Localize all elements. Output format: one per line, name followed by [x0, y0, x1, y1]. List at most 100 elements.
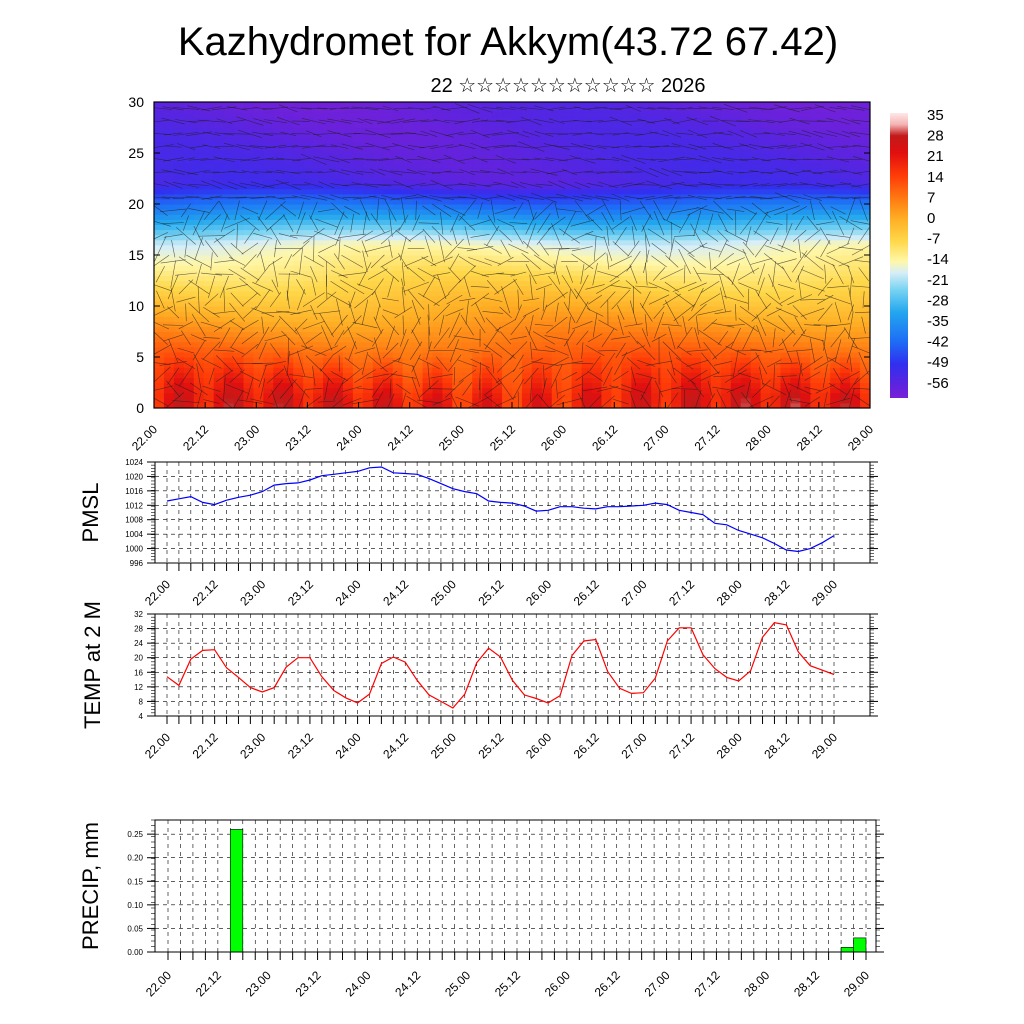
pmsl-y-tick-label: 1020 [125, 472, 143, 481]
heatmap-x-tick-label: 28.12 [794, 422, 825, 453]
pmsl-x-tick-label: 28.12 [761, 577, 792, 608]
heatmap-x-tick-label: 23.00 [231, 422, 262, 453]
precip-x-tick-label: 28.12 [791, 968, 822, 999]
colorbar-label: -7 [927, 231, 940, 248]
temp-2m-x-tick-label: 28.00 [714, 730, 745, 761]
temp-2m-y-tick-label: 16 [134, 668, 143, 677]
precip-x-tick-label: 25.00 [442, 968, 473, 999]
pmsl-series-line [166, 466, 835, 553]
heatmap-x-tick-label: 27.00 [640, 422, 671, 453]
temp-2m-y-label: TEMP at 2 M [80, 601, 105, 729]
colorbar-label: -56 [927, 375, 949, 392]
precip-bar [840, 946, 854, 953]
colorbar-label: 7 [927, 189, 935, 206]
heatmap-x-tick-label: 22.00 [129, 422, 160, 453]
heatmap-x-tick-label: 24.00 [334, 422, 365, 453]
colorbar-label: 21 [927, 148, 944, 165]
heatmap-x-tick-label: 25.12 [487, 422, 518, 453]
temp-2m-x-tick-label: 24.00 [333, 730, 364, 761]
precip-y-tick-label: 0.25 [127, 830, 143, 839]
heatmap-y-axis: 0 5 10 15 20 25 30 [128, 94, 870, 416]
precip-y-tick-label: 0.05 [127, 924, 143, 933]
pmsl-x-tick-label: 25.00 [428, 577, 459, 608]
temp-2m-x-tick-label: 23.00 [237, 730, 268, 761]
pmsl-x-tick-label: 27.00 [618, 577, 649, 608]
colorbar-label: 14 [927, 169, 944, 186]
pmsl-x-tick-label: 26.12 [571, 577, 602, 608]
precip-x-tick-label: 26.00 [542, 968, 573, 999]
pmsl-x-tick-label: 22.00 [142, 577, 173, 608]
temp-2m-x-tick-label: 26.12 [571, 730, 602, 761]
heatmap-x-tick-label: 23.12 [282, 422, 313, 453]
colorbar: 35 28 21 14 7 0 -7 -14 -21 -28 -35 -42 -49 -56 [890, 107, 949, 398]
chart-title: Kazhydromet for Akkym(43.72 67.42) [178, 20, 838, 64]
temp-2m-x-tick-label: 29.00 [809, 730, 840, 761]
heatmap-x-tick-label: 26.00 [538, 422, 569, 453]
precip-x-tick-label: 23.12 [293, 968, 324, 999]
precip-x-tick-label: 22.00 [143, 968, 174, 999]
precip-bar [230, 829, 244, 953]
temp-2m-y-tick-label: 12 [134, 683, 143, 692]
colorbar-label: -49 [927, 354, 949, 371]
temp-2m-x-tick-label: 23.12 [285, 730, 316, 761]
temp-2m-y-tick-label: 8 [139, 697, 144, 706]
pmsl-y-tick-label: 1024 [125, 458, 143, 467]
heatmap-y-tick-label: 10 [128, 298, 144, 314]
precip-x-tick-label: 27.12 [691, 968, 722, 999]
colorbar-label: -21 [927, 272, 949, 289]
heatmap-x-tick-label: 26.12 [589, 422, 620, 453]
temp-2m-x-tick-label: 27.12 [666, 730, 697, 761]
pmsl-y-tick-label: 996 [130, 559, 144, 568]
colorbar-scale [890, 113, 908, 398]
temp-panel: 4 8 12 16 20 24 28 32 22.00 22.12 23.00 23.12 24.00 2… [80, 601, 878, 761]
precip-y-tick-label: 0.15 [127, 877, 143, 886]
precip-x-tick-label: 24.00 [342, 968, 373, 999]
precip-x-tick-label: 27.00 [642, 968, 673, 999]
precip-panel: 0.00 0.05 0.10 0.15 0.20 0.25 22.00 22.12 23.00 2… [78, 819, 884, 999]
pmsl-panel: 996 1000 1004 1008 1012 1016 1020 1024 22.00 22.1… [78, 458, 878, 608]
temp-2m-x-tick-label: 22.12 [190, 730, 221, 761]
pmsl-x-tick-label: 25.12 [475, 577, 506, 608]
heatmap-x-tick-label: 27.12 [692, 422, 723, 453]
precip-x-tick-label: 23.00 [243, 968, 274, 999]
heatmap-x-tick-label: 29.00 [845, 422, 876, 453]
heatmap-x-tick-label: 24.12 [385, 422, 416, 453]
temp-2m-y-tick-label: 28 [134, 625, 143, 634]
precip-x-tick-label: 29.00 [841, 968, 872, 999]
heatmap-panel: 0 5 10 15 20 25 30 22.00 22.12 23.00 23.12 24.00 24… [128, 94, 876, 453]
temp-2m-x-tick-label: 25.00 [428, 730, 459, 761]
colorbar-label: -42 [927, 334, 949, 351]
pmsl-x-tick-label: 27.12 [666, 577, 697, 608]
colorbar-label: 28 [927, 128, 944, 145]
colorbar-label: -14 [927, 251, 949, 268]
temp-2m-y-tick-label: 20 [134, 654, 143, 663]
pmsl-x-tick-label: 22.12 [190, 577, 221, 608]
precip-frame [154, 819, 877, 953]
pmsl-x-tick-label: 24.00 [333, 577, 364, 608]
pmsl-y-label: PMSL [78, 483, 103, 543]
heatmap-y-tick-label: 5 [136, 349, 144, 365]
precip-y-label: PRECIP, mm [78, 822, 103, 950]
temp-2m-x-tick-label: 28.12 [761, 730, 792, 761]
heatmap-y-tick-label: 15 [128, 247, 144, 263]
pmsl-x-tick-label: 28.00 [714, 577, 745, 608]
heatmap-x-tick-label: 22.12 [180, 422, 211, 453]
heatmap-y-tick-label: 20 [128, 196, 144, 212]
precip-y-tick-label: 0.20 [127, 854, 143, 863]
precip-x-tick-label: 25.12 [492, 968, 523, 999]
pmsl-y-tick-label: 1004 [125, 530, 143, 539]
pmsl-y-tick-label: 1016 [125, 487, 143, 496]
temp-2m-y-tick-label: 4 [139, 712, 144, 721]
temp-series-line [166, 622, 835, 709]
heatmap-y-tick-label: 25 [128, 145, 144, 161]
heatmap-y-tick-label: 0 [136, 400, 144, 416]
precip-x-tick-label: 24.12 [392, 968, 423, 999]
temp-2m-y-tick-label: 24 [134, 639, 143, 648]
heatmap-y-tick-label: 30 [128, 94, 144, 110]
precip-x-tick-label: 26.12 [592, 968, 623, 999]
pmsl-y-tick-label: 1008 [125, 516, 143, 525]
pmsl-x-tick-label: 29.00 [809, 577, 840, 608]
pmsl-y-tick-label: 1012 [125, 501, 143, 510]
heatmap-x-tick-label: 28.00 [743, 422, 774, 453]
